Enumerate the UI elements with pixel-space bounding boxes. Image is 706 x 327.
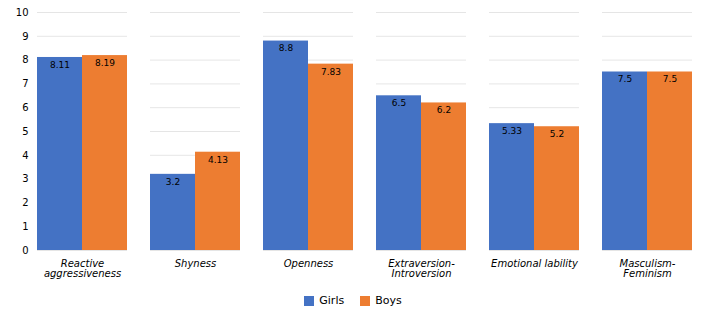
svg-text:1: 1 [22, 221, 28, 232]
svg-text:8: 8 [22, 54, 28, 65]
svg-text:8.11: 8.11 [50, 60, 70, 70]
svg-text:Extraversion-Introversion: Extraversion-Introversion [388, 258, 455, 279]
svg-text:5.33: 5.33 [502, 126, 522, 136]
svg-text:6.5: 6.5 [392, 98, 406, 108]
svg-text:4: 4 [22, 150, 28, 161]
html-text:Girls: Girls [319, 294, 345, 307]
svg-text:10: 10 [16, 7, 29, 18]
svg-text:7: 7 [22, 78, 28, 89]
svg-text:6: 6 [22, 102, 28, 113]
svg-text:Openness: Openness [284, 258, 334, 269]
svg-text:3: 3 [22, 173, 28, 184]
svg-text:4.13: 4.13 [208, 155, 228, 165]
svg-text:Emotional lability: Emotional lability [491, 258, 579, 269]
svg-text:8.19: 8.19 [95, 58, 115, 68]
svg-text:7.83: 7.83 [321, 67, 341, 77]
svg-text:8.8: 8.8 [279, 43, 294, 53]
html-text:Boys: Boys [375, 294, 402, 307]
svg-text:Reactiveaggressiveness: Reactiveaggressiveness [44, 258, 121, 279]
svg-text:5.2: 5.2 [550, 129, 564, 139]
svg-text:Masculism-Feminism: Masculism-Feminism [620, 258, 676, 279]
svg-text:7.5: 7.5 [618, 74, 632, 84]
svg-text:Shyness: Shyness [175, 258, 217, 269]
svg-text:7.5: 7.5 [663, 74, 677, 84]
svg-text:3.2: 3.2 [166, 177, 180, 187]
svg-text:0: 0 [22, 245, 28, 256]
svg-text:5: 5 [22, 126, 28, 137]
svg-text:9: 9 [22, 31, 28, 42]
svg-text:2: 2 [22, 197, 28, 208]
svg-text:6.2: 6.2 [437, 105, 451, 115]
